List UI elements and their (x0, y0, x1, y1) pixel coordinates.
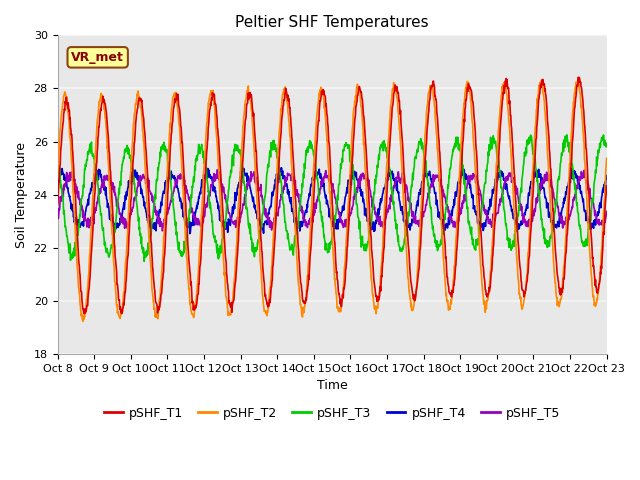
Y-axis label: Soil Temperature: Soil Temperature (15, 142, 28, 248)
Legend: pSHF_T1, pSHF_T2, pSHF_T3, pSHF_T4, pSHF_T5: pSHF_T1, pSHF_T2, pSHF_T3, pSHF_T4, pSHF… (99, 402, 565, 425)
Title: Peltier SHF Temperatures: Peltier SHF Temperatures (236, 15, 429, 30)
Text: VR_met: VR_met (71, 51, 124, 64)
X-axis label: Time: Time (317, 379, 348, 392)
